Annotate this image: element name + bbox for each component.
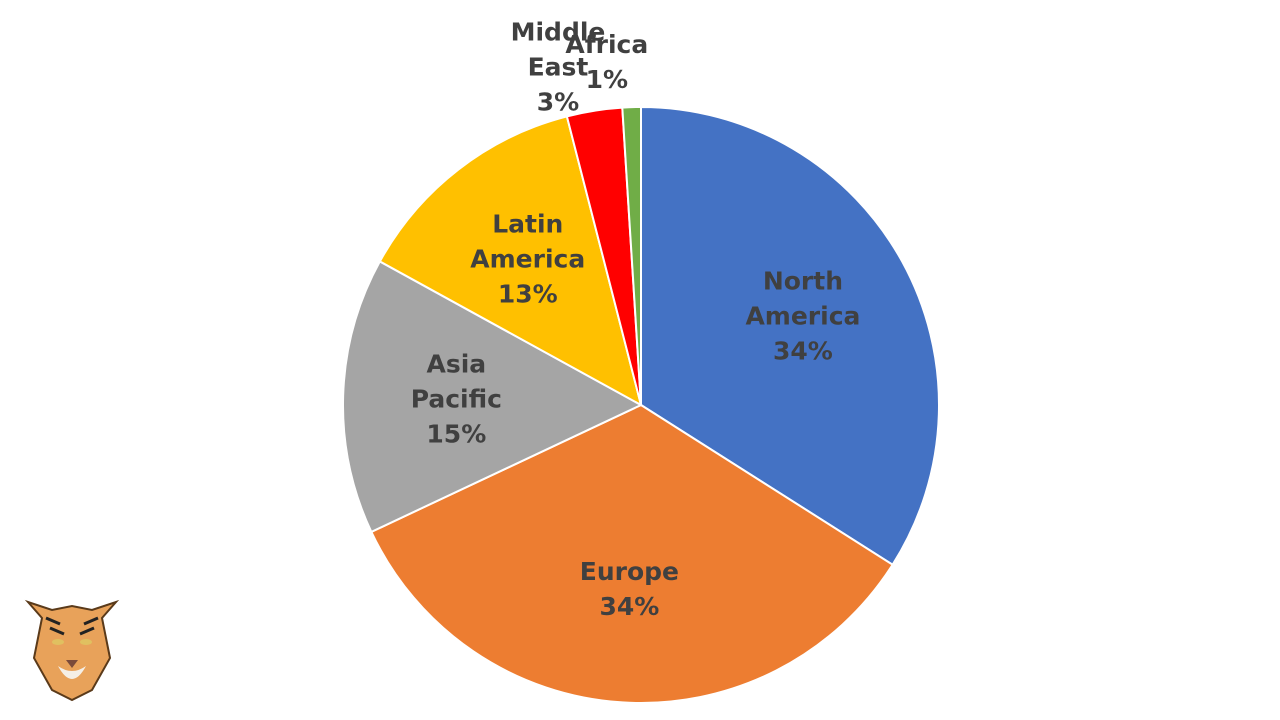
value-label: 13% bbox=[497, 279, 558, 309]
category-label: Latin America bbox=[470, 209, 586, 274]
category-label: Africa bbox=[565, 30, 649, 60]
pie-slice bbox=[621, 105, 642, 406]
pie-slice bbox=[342, 260, 644, 534]
value-label: 1% bbox=[585, 65, 629, 95]
pie-slice bbox=[370, 403, 894, 704]
pie-slice bbox=[640, 105, 940, 567]
value-label: 34% bbox=[772, 336, 833, 366]
value-label: 3% bbox=[536, 87, 580, 117]
slice-label: Asia Pacific 15% bbox=[411, 347, 502, 452]
pie-slice bbox=[378, 115, 643, 407]
category-label: Europe bbox=[579, 557, 680, 587]
slice-label: Europe 34% bbox=[580, 554, 679, 624]
slice-label: Middle East 3% bbox=[511, 14, 606, 119]
logo bbox=[24, 599, 120, 702]
slice-label: Africa 1% bbox=[565, 27, 648, 97]
value-label: 15% bbox=[426, 419, 487, 449]
category-label: North America bbox=[745, 266, 861, 331]
pie bbox=[342, 105, 940, 704]
value-label: 34% bbox=[599, 592, 660, 622]
slice-label: North America 34% bbox=[745, 263, 860, 368]
category-label: Asia Pacific bbox=[410, 349, 502, 414]
category-label: Middle East bbox=[510, 17, 606, 82]
slice-label: Latin America 13% bbox=[470, 207, 585, 312]
